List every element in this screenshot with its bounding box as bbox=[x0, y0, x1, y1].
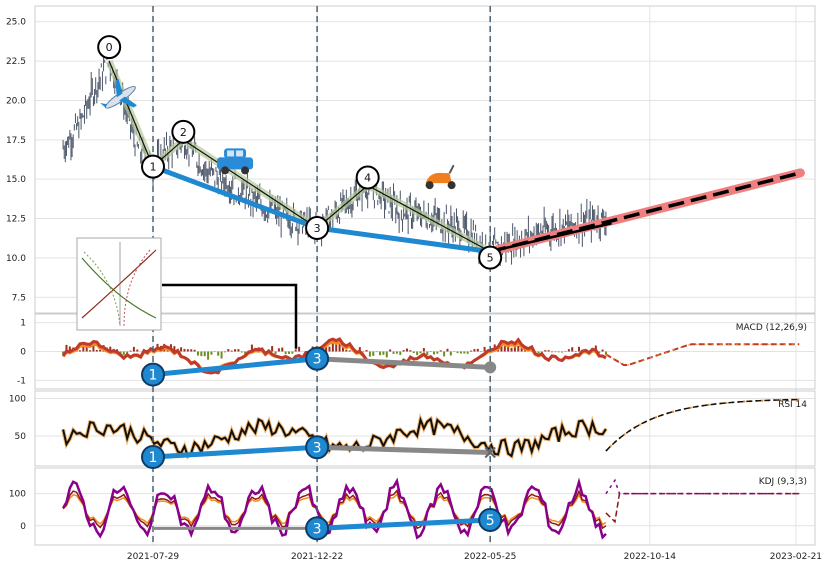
rsi-y-tick-label: 50 bbox=[15, 432, 27, 442]
rsi-divergence-blue bbox=[152, 444, 318, 460]
car-window-right bbox=[236, 150, 244, 157]
kdj-forecast-j bbox=[605, 478, 800, 495]
kdj-panel-label: KDJ (9,3,3) bbox=[759, 477, 807, 487]
wave-point-circle bbox=[141, 154, 166, 179]
rsi-panel-label: RSI 14 bbox=[778, 400, 807, 410]
inset-connector bbox=[162, 283, 298, 349]
macd-y-tick-label: 0 bbox=[20, 348, 26, 358]
rsi-divergence-end-cross bbox=[484, 446, 496, 459]
car-window-left bbox=[227, 150, 235, 157]
price-y-tick-label: 12.5 bbox=[6, 215, 26, 225]
car-icon bbox=[217, 148, 254, 175]
rsi-divergence-marker bbox=[305, 435, 330, 460]
wave-point-label: 0 bbox=[106, 41, 113, 54]
price-y-tick-label: 25.0 bbox=[6, 18, 26, 28]
macd-divergence-blue bbox=[152, 356, 318, 378]
x-tick-label: 2022-05-25 bbox=[464, 552, 516, 562]
wave-point-label: 2 bbox=[180, 126, 187, 139]
price-y-tick-label: 15.0 bbox=[6, 175, 26, 185]
scooter-body bbox=[425, 172, 452, 184]
recovery-line bbox=[489, 222, 612, 253]
panel-frame-kdj bbox=[34, 467, 816, 546]
price-y-tick-label: 7.5 bbox=[12, 293, 26, 303]
panel-frame-price bbox=[34, 5, 816, 314]
rsi-divergence-label: 1 bbox=[149, 450, 158, 466]
airplane-icon bbox=[100, 79, 137, 109]
scooter-icon bbox=[425, 164, 456, 190]
inset-curve-b bbox=[81, 249, 157, 319]
x-tick-label: 2021-07-29 bbox=[127, 552, 180, 562]
rsi-divergence-marker bbox=[141, 445, 166, 469]
macd-divergence-grey bbox=[316, 356, 491, 370]
rsi-divergence-grey bbox=[317, 444, 491, 455]
rsi-divergence-label: 3 bbox=[313, 440, 322, 456]
kdj-k-line bbox=[62, 489, 607, 530]
x-tick-label: 2021-12-22 bbox=[291, 552, 343, 562]
macd-y-tick-label: 1 bbox=[20, 319, 26, 329]
kdj-y-tick-label: 0 bbox=[20, 522, 26, 532]
rsi-y-tick-label: 100 bbox=[9, 395, 26, 405]
wave-point-label: 4 bbox=[364, 171, 371, 184]
wave-point-label: 1 bbox=[150, 161, 157, 174]
scooter-wheel-back bbox=[425, 181, 434, 190]
wave-point-circle bbox=[171, 119, 196, 144]
kdj-divergence-marker bbox=[478, 507, 503, 532]
indicator-series bbox=[61, 337, 800, 540]
car-body bbox=[217, 157, 254, 170]
rsi-forecast-line bbox=[605, 398, 800, 452]
car-wheel-left bbox=[221, 166, 230, 175]
macd-forecast-line bbox=[605, 343, 800, 367]
macd-divergence-end bbox=[484, 361, 497, 374]
kdj-divergence-label: 3 bbox=[313, 521, 322, 537]
macd-panel-label: MACD (12,26,9) bbox=[736, 323, 807, 333]
inset-curve-a bbox=[81, 257, 157, 319]
panel-frame-macd bbox=[34, 313, 816, 390]
kdj-forecast-k bbox=[605, 492, 800, 524]
wave-point-circle bbox=[305, 215, 330, 240]
price-y-tick-label: 22.5 bbox=[6, 57, 26, 67]
x-tick-label: 2022-10-14 bbox=[624, 552, 677, 562]
annotations: 0 1 2 3 4 5 1 3 1 3 3 5 bbox=[76, 35, 805, 541]
macd-divergence-marker bbox=[141, 362, 166, 387]
kdj-divergence-label: 5 bbox=[486, 513, 495, 529]
wave-point-circle bbox=[478, 245, 503, 270]
price-y-tick-label: 10.0 bbox=[6, 254, 26, 264]
marker-lines bbox=[152, 6, 491, 545]
scooter-wheel-front bbox=[447, 181, 456, 190]
macd-divergence-label: 1 bbox=[149, 368, 158, 384]
kdj-divergence-blue bbox=[316, 517, 491, 531]
wave-line bbox=[108, 60, 491, 253]
wave-point-circle bbox=[97, 35, 122, 60]
grid-lines bbox=[35, 6, 815, 545]
panel-frame-rsi bbox=[34, 390, 816, 467]
macd-divergence-label: 3 bbox=[313, 352, 322, 368]
wave-point-circle bbox=[355, 165, 380, 190]
macd-y-tick-label: -1 bbox=[17, 376, 26, 386]
inset-curve-d bbox=[123, 249, 151, 327]
macd-divergence-marker bbox=[305, 346, 330, 371]
price-series bbox=[62, 46, 607, 269]
kdj-y-tick-label: 100 bbox=[9, 490, 26, 500]
price-y-tick-label: 17.5 bbox=[6, 136, 26, 146]
airplane-wing-top bbox=[115, 79, 123, 98]
car-wheel-right bbox=[241, 166, 250, 175]
inset-thumbnail bbox=[76, 237, 162, 331]
panel-frames bbox=[34, 5, 816, 546]
airplane-tail bbox=[100, 103, 107, 108]
airplane-wing-bottom bbox=[119, 96, 137, 108]
kdj-divergence-marker bbox=[305, 516, 330, 541]
scooter-handle bbox=[448, 164, 455, 174]
kdj-j-line bbox=[62, 477, 607, 540]
price-y-tick-label: 20.0 bbox=[6, 96, 26, 106]
wave-point-label: 5 bbox=[487, 252, 494, 265]
wave-point-label: 3 bbox=[314, 222, 321, 235]
rsi-forecast-halo bbox=[605, 398, 800, 452]
x-tick-label: 2023-02-21 bbox=[770, 552, 822, 562]
inset-curve-c bbox=[83, 251, 121, 327]
tick-labels: 2021-07-29 2021-12-22 2022-05-25 2022-10-14… bbox=[6, 18, 822, 562]
